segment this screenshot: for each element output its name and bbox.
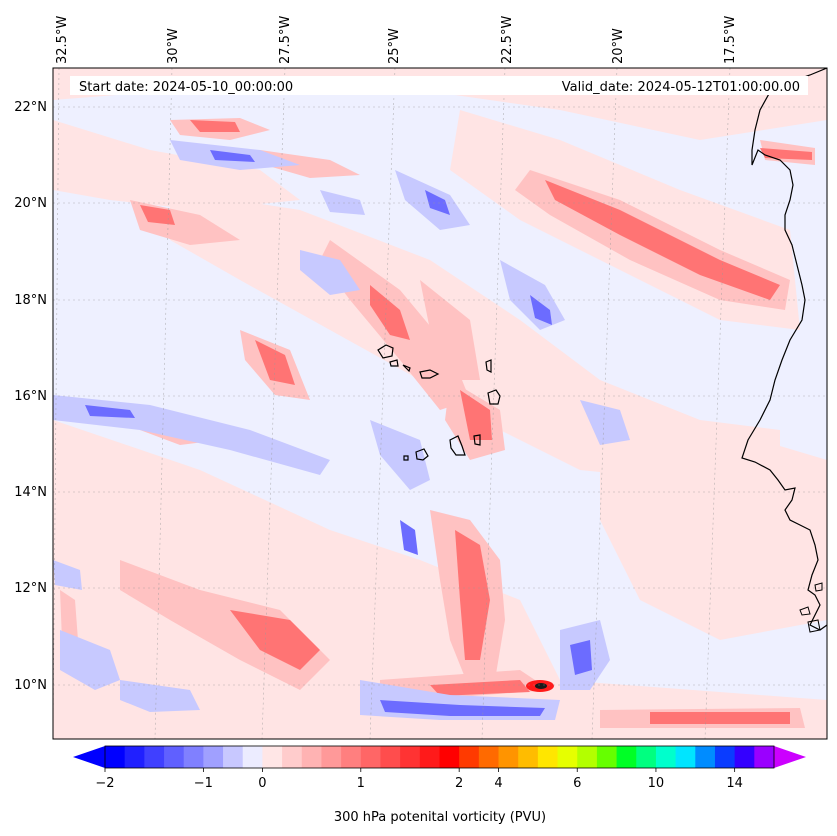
pv-map-panel <box>53 68 827 739</box>
colorbar-segment <box>400 746 421 768</box>
colorbar-tick-label: 14 <box>726 776 743 791</box>
pv-blue-areas <box>85 150 592 716</box>
lat-label-12n: 12°N <box>14 581 47 596</box>
colorbar-segment <box>498 746 519 768</box>
lat-label-14n: 14°N <box>14 485 47 500</box>
colorbar-segment <box>557 746 578 768</box>
colorbar-segment <box>439 746 460 768</box>
colorbar-segment <box>144 746 165 768</box>
header-box <box>70 76 808 95</box>
lat-label-10n: 10°N <box>14 678 47 693</box>
colorbar-segment <box>655 746 677 768</box>
colorbar-segment <box>734 746 755 768</box>
colorbar-segment <box>203 746 224 768</box>
cape-verde-islands <box>377 344 501 461</box>
colorbar-segment <box>675 746 696 768</box>
colorbar-segment <box>262 746 283 768</box>
start-date-label: Start date: 2024-05-10_00:00:00 <box>79 80 293 95</box>
lon-label-30w: 30°W <box>166 28 181 64</box>
colorbar-segment <box>380 746 401 768</box>
colorbar-title: 300 hPa potenital vorticity (PVU) <box>334 810 546 825</box>
lon-label-17-5w: 17.5°W <box>723 16 738 64</box>
latitude-labels: 22°N 20°N 18°N 16°N 14°N 12°N 10°N <box>14 100 47 693</box>
colorbar-segment <box>714 746 736 768</box>
colorbar-tick-label: 10 <box>648 776 665 791</box>
colorbar-tick-label: −1 <box>194 776 213 791</box>
lon-label-20w: 20°W <box>611 28 626 64</box>
valid-date-label: Valid_date: 2024-05-12T01:00:00.00 <box>562 80 800 95</box>
colorbar-segment <box>301 746 323 768</box>
colorbar-segment <box>537 746 559 768</box>
colorbar-segment <box>636 746 657 768</box>
colorbar-frame <box>104 745 775 769</box>
colorbar-segment <box>577 746 598 768</box>
lon-label-25w: 25°W <box>387 28 402 64</box>
colorbar-segment <box>478 746 500 768</box>
africa-coastline <box>741 68 827 631</box>
pv-dark-red-spot <box>526 680 554 692</box>
colorbar-segments <box>105 746 775 768</box>
lat-label-22n: 22°N <box>14 100 47 115</box>
graticule <box>53 68 827 739</box>
lat-label-18n: 18°N <box>14 293 47 308</box>
pv-red-areas <box>140 120 812 724</box>
colorbar: −2 −1 0 1 2 4 6 10 14 300 hPa potenital vorticit… <box>73 745 806 825</box>
colorbar-segment <box>164 746 185 768</box>
colorbar-segment <box>459 746 480 768</box>
colorbar-segment <box>341 746 362 768</box>
colorbar-tick-label: −2 <box>95 776 114 791</box>
bissagos-islands <box>799 582 823 633</box>
colorbar-min-extension <box>73 746 105 768</box>
colorbar-segment <box>596 746 618 768</box>
lat-label-16n: 16°N <box>14 389 47 404</box>
lon-label-22-5w: 22.5°W <box>500 16 515 64</box>
colorbar-max-extension <box>774 746 806 768</box>
longitude-labels: 32.5°W 30°W 27.5°W 25°W 22.5°W 20°W 17.5… <box>55 16 738 64</box>
colorbar-segment <box>616 746 637 768</box>
lon-label-27-5w: 27.5°W <box>278 16 293 64</box>
colorbar-tick-label: 6 <box>573 776 581 791</box>
colorbar-segment <box>124 746 145 768</box>
colorbar-tick-label: 2 <box>455 776 463 791</box>
colorbar-segment <box>223 746 244 768</box>
map-frame <box>52 67 828 740</box>
colorbar-segment <box>282 746 303 768</box>
colorbar-segment <box>242 746 264 768</box>
colorbar-segment <box>321 746 342 768</box>
colorbar-ticks: −2 −1 0 1 2 4 6 10 14 <box>95 768 743 791</box>
colorbar-segment <box>695 746 716 768</box>
colorbar-segment <box>360 746 382 768</box>
colorbar-segment <box>754 746 775 768</box>
lon-label-32-5w: 32.5°W <box>55 16 70 64</box>
colorbar-tick-label: 4 <box>494 776 502 791</box>
colorbar-segment <box>518 746 539 768</box>
colorbar-segment <box>183 746 204 768</box>
colorbar-segment <box>419 746 441 768</box>
colorbar-tick-label: 0 <box>258 776 266 791</box>
colorbar-segment <box>105 746 126 768</box>
colorbar-tick-label: 1 <box>357 776 365 791</box>
lat-label-20n: 20°N <box>14 196 47 211</box>
